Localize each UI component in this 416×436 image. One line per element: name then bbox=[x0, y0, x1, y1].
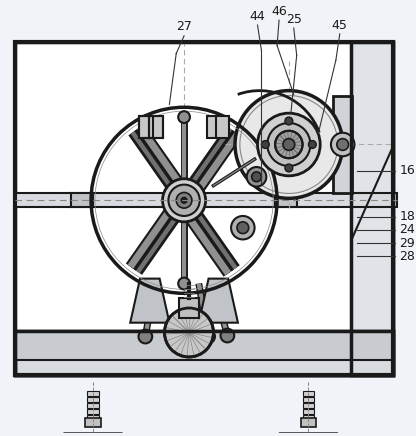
Bar bbox=[302, 421, 314, 426]
Text: 24: 24 bbox=[399, 223, 415, 236]
Bar bbox=[87, 391, 99, 396]
Bar bbox=[15, 42, 393, 375]
Circle shape bbox=[331, 133, 354, 156]
Circle shape bbox=[139, 330, 152, 344]
Text: 18: 18 bbox=[399, 211, 415, 223]
Bar bbox=[302, 397, 314, 402]
Bar bbox=[149, 116, 163, 138]
Circle shape bbox=[181, 198, 187, 203]
Circle shape bbox=[164, 308, 213, 357]
Circle shape bbox=[258, 113, 320, 176]
Text: 46: 46 bbox=[271, 5, 287, 18]
Circle shape bbox=[261, 140, 269, 148]
Circle shape bbox=[163, 179, 206, 222]
Text: 25: 25 bbox=[286, 13, 302, 26]
Bar bbox=[302, 403, 314, 408]
Text: 44: 44 bbox=[250, 10, 265, 23]
Polygon shape bbox=[64, 433, 122, 436]
Circle shape bbox=[285, 117, 293, 125]
Text: 45: 45 bbox=[332, 19, 348, 32]
Bar bbox=[216, 116, 229, 138]
Circle shape bbox=[176, 192, 192, 208]
Bar bbox=[15, 330, 393, 375]
Bar bbox=[275, 194, 297, 207]
Bar bbox=[85, 418, 101, 427]
Bar bbox=[15, 42, 393, 375]
Bar bbox=[351, 42, 393, 375]
Circle shape bbox=[231, 216, 255, 239]
Bar bbox=[87, 403, 99, 408]
Circle shape bbox=[235, 91, 343, 198]
Circle shape bbox=[337, 139, 349, 150]
Bar bbox=[15, 330, 393, 360]
Circle shape bbox=[220, 329, 234, 342]
Text: 27: 27 bbox=[176, 20, 192, 33]
Text: 29: 29 bbox=[399, 237, 415, 250]
Circle shape bbox=[308, 140, 316, 148]
Bar bbox=[301, 418, 316, 427]
Bar bbox=[15, 330, 393, 375]
Polygon shape bbox=[279, 433, 338, 436]
Bar bbox=[302, 409, 314, 414]
Bar bbox=[139, 116, 153, 138]
Circle shape bbox=[283, 139, 295, 150]
Circle shape bbox=[178, 111, 190, 123]
Text: 28: 28 bbox=[399, 249, 415, 262]
Bar bbox=[207, 116, 219, 138]
Circle shape bbox=[201, 330, 215, 344]
Polygon shape bbox=[130, 279, 169, 323]
Circle shape bbox=[247, 167, 266, 187]
Bar bbox=[302, 415, 314, 419]
Bar bbox=[87, 415, 99, 419]
Circle shape bbox=[252, 172, 261, 182]
Circle shape bbox=[267, 123, 310, 166]
Bar bbox=[87, 397, 99, 402]
Circle shape bbox=[178, 278, 190, 290]
Circle shape bbox=[168, 184, 200, 216]
Bar bbox=[351, 42, 393, 375]
Circle shape bbox=[285, 164, 293, 172]
Bar bbox=[179, 298, 199, 318]
Polygon shape bbox=[199, 279, 238, 323]
Text: 16: 16 bbox=[399, 164, 415, 177]
Bar bbox=[87, 409, 99, 414]
Bar bbox=[302, 391, 314, 396]
Circle shape bbox=[237, 222, 249, 234]
Bar bbox=[333, 95, 352, 194]
Bar bbox=[15, 194, 396, 207]
Bar bbox=[149, 116, 163, 138]
Bar bbox=[87, 421, 99, 426]
Circle shape bbox=[275, 131, 302, 158]
Bar bbox=[139, 116, 153, 138]
Bar bbox=[72, 194, 93, 207]
